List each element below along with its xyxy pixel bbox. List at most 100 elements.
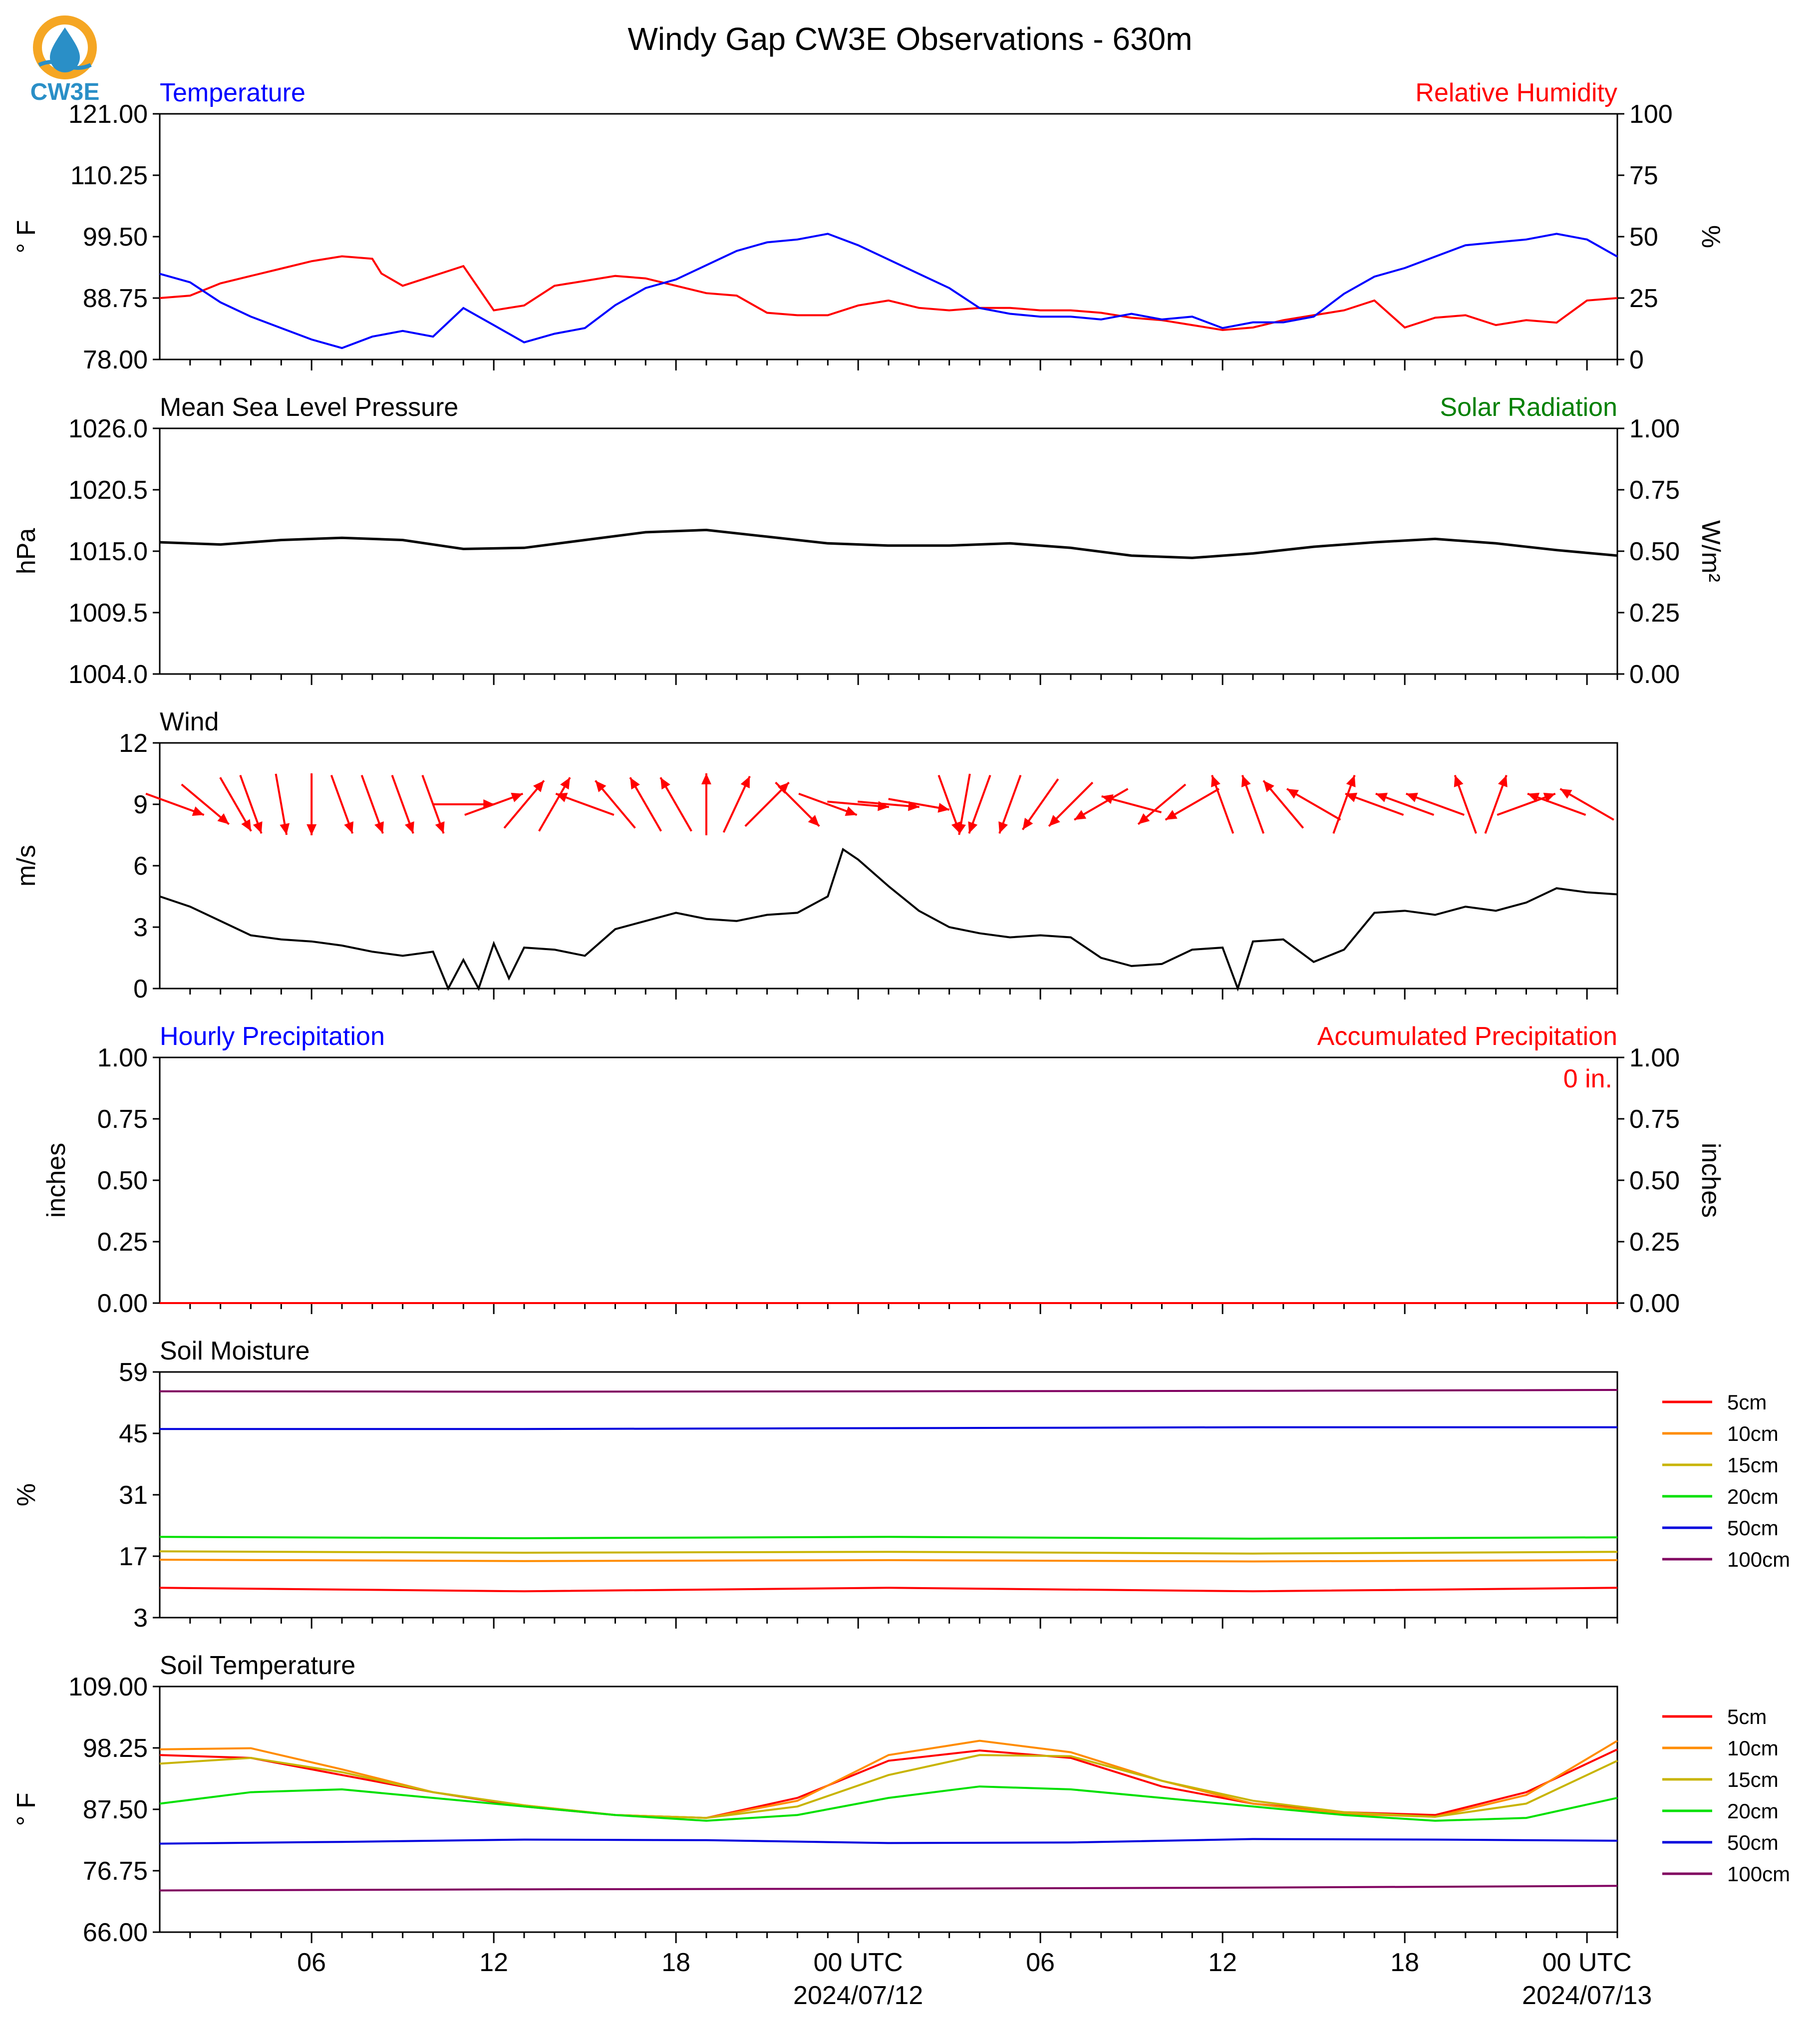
- wind-arrow: [798, 792, 858, 816]
- wind-arrow-head: [968, 821, 978, 834]
- panel-title-left: Mean Sea Level Pressure: [160, 393, 458, 422]
- legend-label: 100cm: [1727, 1862, 1790, 1886]
- wind-arrow: [306, 773, 317, 835]
- wind-arrow: [1137, 783, 1187, 825]
- legend-label: 5cm: [1727, 1705, 1767, 1728]
- soil-line-100cm: [159, 1389, 1618, 1393]
- wind-arrow-head: [253, 821, 263, 834]
- wind-arrow: [464, 792, 524, 816]
- wind-arrow-head: [595, 780, 607, 792]
- wind-arrow-head: [1022, 818, 1033, 830]
- wind-arrow: [538, 777, 571, 832]
- y-tick-label: 109.00: [68, 1673, 148, 1701]
- wind-arrow-head: [1241, 775, 1251, 787]
- wind-arrow: [888, 798, 950, 813]
- x-tick-label: 2024/07/13: [1522, 1981, 1652, 2010]
- wind-arrow: [1527, 792, 1586, 816]
- wind-arrow: [1241, 775, 1265, 834]
- y-tick-label: 6: [133, 852, 148, 881]
- wind-arrow-head: [1560, 789, 1572, 799]
- soil-line-20cm: [159, 1536, 1618, 1540]
- panel-title-left: Temperature: [160, 78, 305, 107]
- y-axis-label: ° F: [12, 1792, 41, 1826]
- wind-arrow: [275, 773, 290, 835]
- wind-arrow-head: [1138, 813, 1150, 824]
- y-tick-label: 0.00: [97, 1289, 148, 1318]
- wind-arrow-head: [1101, 794, 1114, 804]
- wind-arrow-head: [777, 782, 789, 794]
- wind-arrow-head: [1286, 789, 1299, 799]
- soil-line-100cm: [159, 1885, 1618, 1892]
- wind-arrow: [659, 777, 692, 832]
- panel-precip: Hourly Precipitation Accumulated Precipit…: [42, 1022, 1725, 1318]
- y-axis-label: hPa: [12, 528, 41, 575]
- wind-arrow-head: [344, 821, 354, 834]
- panel-title-left: Soil Temperature: [160, 1651, 355, 1680]
- wind-arrow-head: [533, 780, 544, 792]
- legend-label: 20cm: [1727, 1485, 1779, 1508]
- y-tick-label: 110.25: [70, 161, 148, 190]
- wind-arrow-head: [280, 823, 290, 835]
- y-axis-label: inches: [42, 1143, 71, 1218]
- wind-arrow-head: [556, 792, 568, 802]
- y-tick-label: 1004.0: [68, 660, 148, 689]
- x-tick-label: 06: [1026, 1948, 1055, 1977]
- wind-arrow: [503, 780, 545, 829]
- temperature-line: [159, 233, 1618, 349]
- wind-arrow: [956, 773, 971, 835]
- legend-label: 15cm: [1727, 1768, 1779, 1791]
- x-tick-label: 12: [1208, 1948, 1237, 1977]
- y-tick-label: 3: [133, 1604, 148, 1633]
- x-tick-label: 18: [661, 1948, 690, 1977]
- y-tick-label: 98.25: [83, 1734, 148, 1763]
- panel-temp-rh: Temperature Relative Humidity 78.00 88.75 99…: [12, 78, 1725, 374]
- legend-label: 20cm: [1727, 1799, 1779, 1823]
- legend-label: 50cm: [1727, 1516, 1779, 1540]
- y-tick-label: 9: [133, 790, 148, 819]
- y2-tick-label: 0.00: [1629, 660, 1680, 689]
- y2-axis-label: %: [1696, 225, 1725, 248]
- wind-arrow: [1165, 788, 1220, 821]
- y-tick-label: 31: [119, 1481, 148, 1510]
- wind-arrow-head: [1498, 775, 1508, 787]
- soil-line-5cm: [159, 1587, 1618, 1593]
- wind-arrow: [701, 773, 711, 835]
- y-tick-label: 1020.5: [68, 476, 148, 505]
- wind-arrow-head: [1211, 775, 1220, 787]
- wind-arrow-head: [1165, 810, 1178, 820]
- y2-tick-label: 25: [1629, 284, 1658, 313]
- y2-tick-label: 0.25: [1629, 599, 1680, 628]
- y2-tick-label: 0.50: [1629, 537, 1680, 566]
- y-axis-label: m/s: [12, 845, 41, 887]
- x-tick-label: 2024/07/12: [793, 1981, 923, 2010]
- y-tick-label: 17: [119, 1542, 148, 1571]
- wind-arrow-head: [192, 806, 204, 816]
- wind-arrow: [595, 780, 636, 829]
- y-axis-label: %: [12, 1483, 41, 1506]
- logo-wave: [38, 60, 92, 70]
- panels: Temperature Relative Humidity78.0088.7599…: [12, 78, 1790, 2010]
- wind-arrow: [1559, 788, 1614, 821]
- wind-arrow: [360, 775, 384, 834]
- y-tick-label: 1.00: [97, 1043, 148, 1072]
- x-tick-label: 00 UTC: [1542, 1948, 1632, 1977]
- y-tick-label: 1009.5: [68, 599, 148, 628]
- wind-arrow-head: [1454, 775, 1464, 787]
- wind-arrow-head: [306, 824, 317, 835]
- wind-arrow-head: [937, 803, 949, 813]
- wind-arrow-head: [998, 821, 1008, 834]
- soil-line-10cm: [159, 1559, 1618, 1563]
- wind-arrow-head: [660, 777, 670, 790]
- plot-frame: [159, 1371, 1618, 1619]
- soil-line-15cm: [159, 1550, 1618, 1555]
- y-tick-label: 99.50: [83, 223, 148, 252]
- wind-arrow-head: [701, 773, 711, 784]
- wind-arrow: [968, 775, 991, 834]
- legend-label: 10cm: [1727, 1422, 1779, 1445]
- wind-arrow-head: [217, 813, 229, 824]
- y-tick-label: 0.50: [97, 1166, 148, 1195]
- y-axis-label: ° F: [12, 220, 41, 253]
- panel-soil-moisture: Soil Moisture 3 17 31 45 59% 5cm 10cm 15cm 20cm 50…: [12, 1337, 1790, 1633]
